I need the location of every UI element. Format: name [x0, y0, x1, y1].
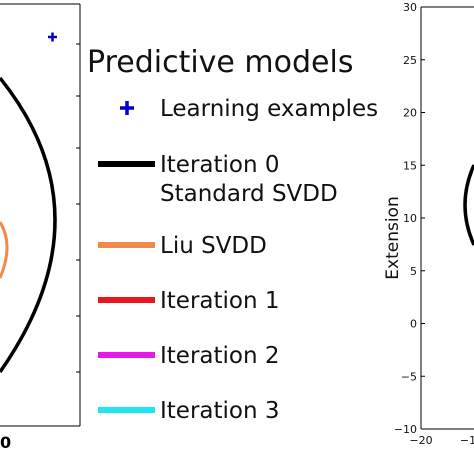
- right-y-tick-label-2: 20: [403, 107, 417, 120]
- right-y-tick-label-7: −5: [401, 370, 417, 383]
- right-y-tick-label-3: 15: [403, 159, 417, 172]
- legend-learning-examples-plus-icon: [120, 101, 134, 115]
- right-y-tick-label-5: 5: [410, 265, 417, 278]
- left-right-ticks: [76, 43, 80, 373]
- legend-label-3-0: Iteration 1: [160, 288, 280, 314]
- legend: Predictive models Learning examples Itera…: [87, 45, 378, 424]
- left-liu-svdd-boundary: [0, 221, 9, 279]
- legend-label-1-1: Standard SVDD: [160, 181, 338, 207]
- right-panel: Extension 30 25 20 15 10 5 0 −5 −10−20 −1: [383, 1, 474, 447]
- right-y-tick-label-4: 10: [403, 212, 417, 225]
- right-x-tick-label-0: −20: [409, 434, 432, 447]
- left-x-tick-label: 0: [0, 433, 11, 452]
- right-y-tick-label-0: 30: [403, 1, 417, 14]
- legend-label-0-0: Learning examples: [160, 96, 378, 122]
- right-y-tick-label-8: −10: [394, 423, 417, 436]
- right-y-tick-label-6: 0: [410, 318, 417, 331]
- right-x-tick-label-1: −1: [460, 434, 474, 447]
- left-panel: 0: [0, 3, 81, 452]
- right-y-tick-label-1: 25: [403, 54, 417, 67]
- legend-label-5-0: Iteration 3: [160, 398, 280, 424]
- left-standard-svdd-boundary: [0, 76, 57, 374]
- legend-label-2-0: Liu SVDD: [160, 233, 267, 259]
- legend-label-4-0: Iteration 2: [160, 343, 280, 369]
- learning-example-plus-icon: [48, 32, 57, 42]
- right-standard-svdd-boundary: [463, 164, 474, 246]
- legend-title: Predictive models: [87, 45, 353, 80]
- right-y-axis-label: Extension: [383, 196, 403, 279]
- legend-label-1-0: Iteration 0: [160, 152, 280, 178]
